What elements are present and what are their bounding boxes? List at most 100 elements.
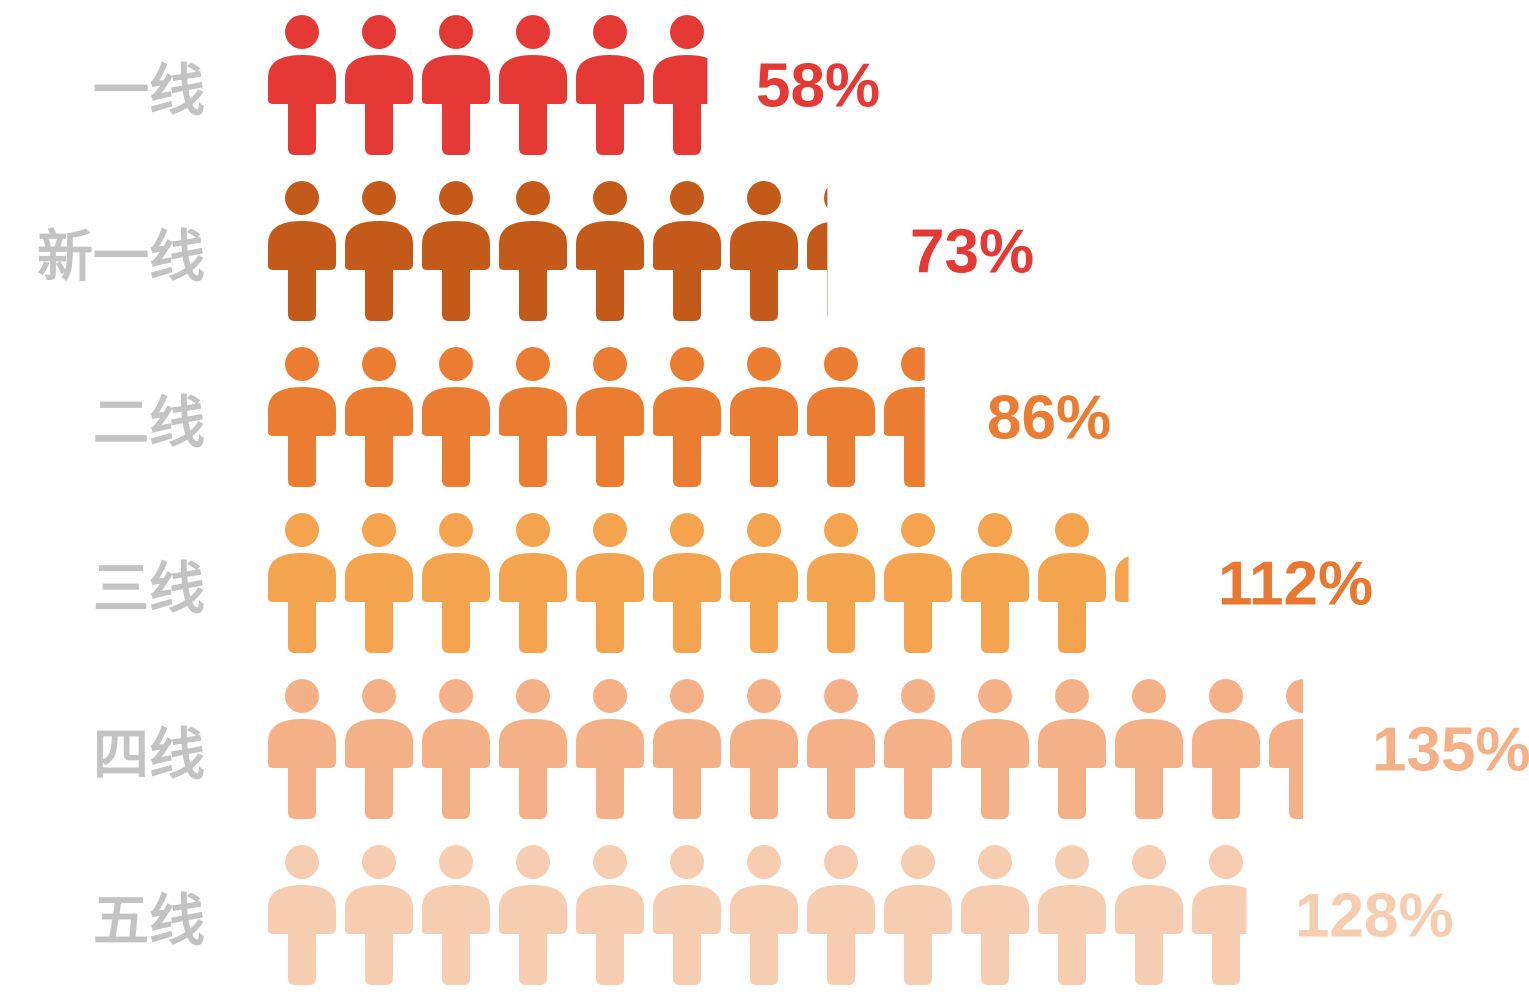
person-body — [1038, 719, 1106, 819]
person-body — [1192, 719, 1260, 819]
person-head — [1132, 679, 1166, 713]
person-body — [499, 719, 567, 819]
person-head — [670, 181, 704, 215]
person-body — [807, 719, 875, 819]
person-body — [499, 553, 567, 653]
pictogram-row — [268, 679, 1303, 819]
person-body — [345, 387, 413, 487]
person-body — [1115, 719, 1183, 819]
pictogram-row — [268, 513, 1129, 653]
person-body — [1269, 719, 1303, 819]
person-body — [345, 55, 413, 155]
person-body — [422, 387, 490, 487]
person-head — [362, 15, 396, 49]
person-body — [576, 885, 644, 985]
person-head — [747, 845, 781, 879]
person-body — [345, 221, 413, 321]
person-head — [362, 513, 396, 547]
person-body — [653, 719, 721, 819]
person-head — [593, 15, 627, 49]
value-label: 135% — [1372, 715, 1529, 784]
person-head — [824, 187, 828, 209]
person-head — [285, 513, 319, 547]
person-head — [439, 181, 473, 215]
person-head — [439, 513, 473, 547]
person-head — [285, 181, 319, 215]
value-label: 73% — [910, 217, 1034, 286]
value-label: 128% — [1295, 881, 1454, 950]
person-head — [362, 181, 396, 215]
person-body — [653, 55, 708, 155]
person-head — [593, 347, 627, 381]
person-body — [730, 553, 798, 653]
person-body — [422, 719, 490, 819]
person-head — [670, 513, 704, 547]
person-body — [961, 553, 1029, 653]
person-head — [516, 181, 550, 215]
person-body — [345, 885, 413, 985]
person-head — [1209, 845, 1243, 879]
person-body — [1192, 885, 1247, 985]
person-head — [362, 347, 396, 381]
pictogram-row — [268, 845, 1247, 985]
person-body — [422, 553, 490, 653]
person-body — [345, 553, 413, 653]
category-label: 一线 — [93, 59, 205, 122]
person-body — [730, 221, 798, 321]
person-body — [807, 222, 828, 317]
person-body — [1115, 556, 1129, 602]
person-head — [747, 347, 781, 381]
person-head — [901, 845, 935, 879]
person-head — [1055, 845, 1089, 879]
person-body — [268, 885, 336, 985]
person-head — [516, 15, 550, 49]
person-head — [439, 845, 473, 879]
person-head — [516, 513, 550, 547]
person-body — [884, 553, 952, 653]
person-body — [576, 387, 644, 487]
person-body — [884, 719, 952, 819]
person-body — [268, 387, 336, 487]
person-body — [499, 221, 567, 321]
person-head — [593, 845, 627, 879]
person-head — [747, 181, 781, 215]
person-head — [516, 845, 550, 879]
person-head — [593, 513, 627, 547]
person-head — [978, 679, 1012, 713]
person-head — [1055, 513, 1089, 547]
category-label: 三线 — [93, 557, 205, 620]
value-label: 58% — [756, 51, 880, 120]
person-body — [884, 885, 952, 985]
person-head — [439, 347, 473, 381]
person-head — [824, 845, 858, 879]
person-body — [807, 553, 875, 653]
person-body — [730, 719, 798, 819]
person-head — [362, 845, 396, 879]
person-body — [653, 553, 721, 653]
person-body — [345, 719, 413, 819]
person-body — [653, 221, 721, 321]
person-body — [268, 719, 336, 819]
person-body — [1038, 885, 1106, 985]
person-body — [422, 885, 490, 985]
pictogram-row — [268, 181, 828, 321]
person-head — [1055, 679, 1089, 713]
value-label: 112% — [1218, 549, 1373, 618]
pictogram-row — [268, 15, 708, 155]
value-label: 86% — [987, 383, 1111, 452]
person-body — [884, 387, 925, 487]
person-head — [747, 679, 781, 713]
person-head — [439, 15, 473, 49]
person-body — [1115, 885, 1183, 985]
person-head — [978, 845, 1012, 879]
person-body — [576, 719, 644, 819]
person-head — [901, 513, 935, 547]
person-head — [1286, 679, 1303, 713]
person-body — [268, 221, 336, 321]
category-label: 新一线 — [37, 225, 205, 288]
person-body — [730, 885, 798, 985]
person-body — [576, 55, 644, 155]
person-head — [439, 679, 473, 713]
person-head — [824, 513, 858, 547]
person-head — [747, 513, 781, 547]
